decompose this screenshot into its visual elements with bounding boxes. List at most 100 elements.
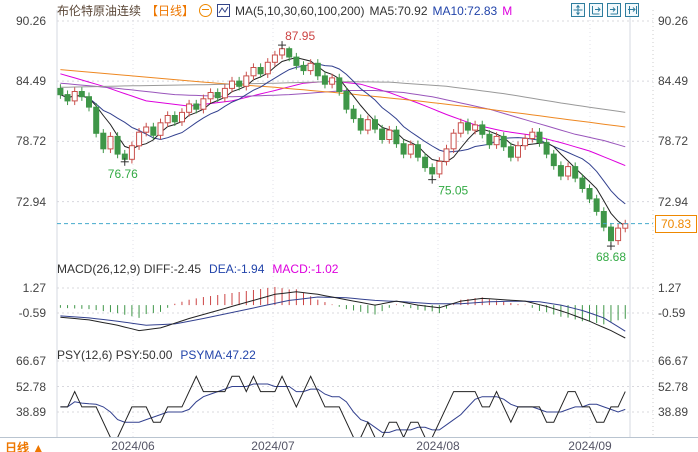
kline-chart-icon[interactable] <box>217 4 231 17</box>
candle-body <box>107 135 114 150</box>
crosshair-icon[interactable] <box>571 3 585 17</box>
candle-body <box>286 48 293 58</box>
y-axis-label-left: 72.94 <box>15 195 46 209</box>
ma-params-label[interactable]: MA(5,10,30,60,100,200) <box>235 3 365 18</box>
macd-ytick-left: 1.27 <box>22 281 46 295</box>
candle-body <box>171 115 178 123</box>
price-annotation: 87.95 <box>285 29 315 43</box>
candle-body <box>279 48 286 56</box>
candle-body <box>429 167 436 175</box>
candle-body <box>565 166 572 177</box>
candle-body <box>186 103 193 113</box>
candle-body <box>393 129 400 145</box>
candle-body <box>443 148 450 162</box>
candle-body <box>150 126 157 136</box>
candle-body <box>271 54 278 63</box>
candle-body <box>86 96 92 108</box>
candle-body <box>507 146 514 158</box>
ma5-value: MA5:70.92 <box>369 3 428 18</box>
candle-body <box>314 62 321 77</box>
ma10-value: MA10:72.83 <box>432 3 498 18</box>
ma100-line <box>60 69 626 128</box>
price-annotation: 75.05 <box>438 184 468 198</box>
candle-body <box>221 87 228 99</box>
candle-body <box>586 188 593 200</box>
candle-body <box>407 144 414 155</box>
psy-ytick-right: 66.67 <box>658 354 689 368</box>
price-annotation: 76.76 <box>108 167 138 181</box>
candle-body <box>57 87 64 96</box>
candle-body <box>522 137 529 147</box>
candle-body <box>450 132 457 150</box>
y-axis-label-left: 90.26 <box>15 14 46 28</box>
candle-body <box>136 131 143 147</box>
psy-ytick-left: 52.78 <box>15 380 46 394</box>
candle-body <box>529 131 536 139</box>
candle-body <box>329 77 336 85</box>
candle-body <box>78 91 85 98</box>
candle-body <box>336 77 343 93</box>
y-axis-label-right: 90.26 <box>658 14 689 28</box>
candle-body <box>257 67 264 75</box>
triangle-up-icon: ▲ <box>32 441 45 452</box>
psy-ytick-left: 38.89 <box>15 405 46 419</box>
candle-body <box>608 226 614 242</box>
candle-body <box>350 108 357 120</box>
psy-panel-header[interactable]: PSY(12,6) PSY:50.00 PSYMA:47.22 <box>57 348 256 362</box>
candle-body <box>372 119 378 130</box>
candle-body <box>464 122 471 131</box>
candle-body <box>128 145 135 160</box>
candle-body <box>550 153 557 167</box>
candle-body <box>436 160 443 175</box>
candle-body <box>386 129 393 141</box>
x-axis-month-label: 2024/09 <box>568 439 612 452</box>
x-axis-month-label: 2024/06 <box>111 439 155 452</box>
period-selector[interactable]: 日线 ▲ <box>5 439 44 452</box>
diff-line <box>60 291 626 339</box>
pane-shift-icon[interactable] <box>625 3 639 17</box>
candle-body <box>243 75 250 87</box>
candle-body <box>93 106 100 134</box>
x-axis-month-label: 2024/07 <box>251 439 295 452</box>
ma5-line <box>60 57 626 227</box>
candle-body <box>479 124 486 135</box>
candle-body <box>600 211 607 228</box>
pane-right-icon[interactable] <box>607 3 621 17</box>
candle-body <box>364 119 371 131</box>
candle-body <box>500 135 507 148</box>
ma200-line <box>60 81 626 113</box>
candle-body <box>157 122 164 136</box>
pane-left-icon[interactable] <box>589 3 603 17</box>
y-axis-label-left: 78.72 <box>15 134 46 148</box>
collapse-icon[interactable] <box>199 4 213 17</box>
candle-body <box>114 135 121 155</box>
macd-panel-header[interactable]: MACD(26,12,9) DIFF:-2.45 DEA:-1.94 MACD:… <box>57 262 338 276</box>
time-axis-bar: 日线 ▲ 2024/06 2024/07 2024/08 2024/09 <box>0 437 698 452</box>
candle-body <box>264 61 271 75</box>
candle-body <box>321 75 328 85</box>
candle-body <box>293 56 300 66</box>
psy-ytick-right: 38.89 <box>658 405 689 419</box>
candle-body <box>472 124 479 131</box>
candle-body <box>71 91 78 102</box>
candle-body <box>64 94 71 102</box>
candle-body <box>557 165 564 177</box>
macd-dea-label: DEA:-1.94 <box>209 262 265 276</box>
candle-body <box>543 142 550 155</box>
candle-body <box>493 135 500 146</box>
dea-line <box>60 296 626 332</box>
candle-body <box>414 144 421 158</box>
candle-body <box>572 166 579 179</box>
candle-body <box>164 115 171 124</box>
psy-ytick-right: 52.78 <box>658 380 689 394</box>
y-axis-label-right: 84.49 <box>658 74 689 88</box>
price-annotation: 68.68 <box>596 250 626 264</box>
y-axis-label-right: 78.72 <box>658 134 689 148</box>
candle-body <box>207 92 214 100</box>
psy-line <box>60 375 626 439</box>
candle-body <box>214 92 221 99</box>
candle-body <box>579 177 586 190</box>
period-tag[interactable]: 【日线】 <box>146 4 195 18</box>
